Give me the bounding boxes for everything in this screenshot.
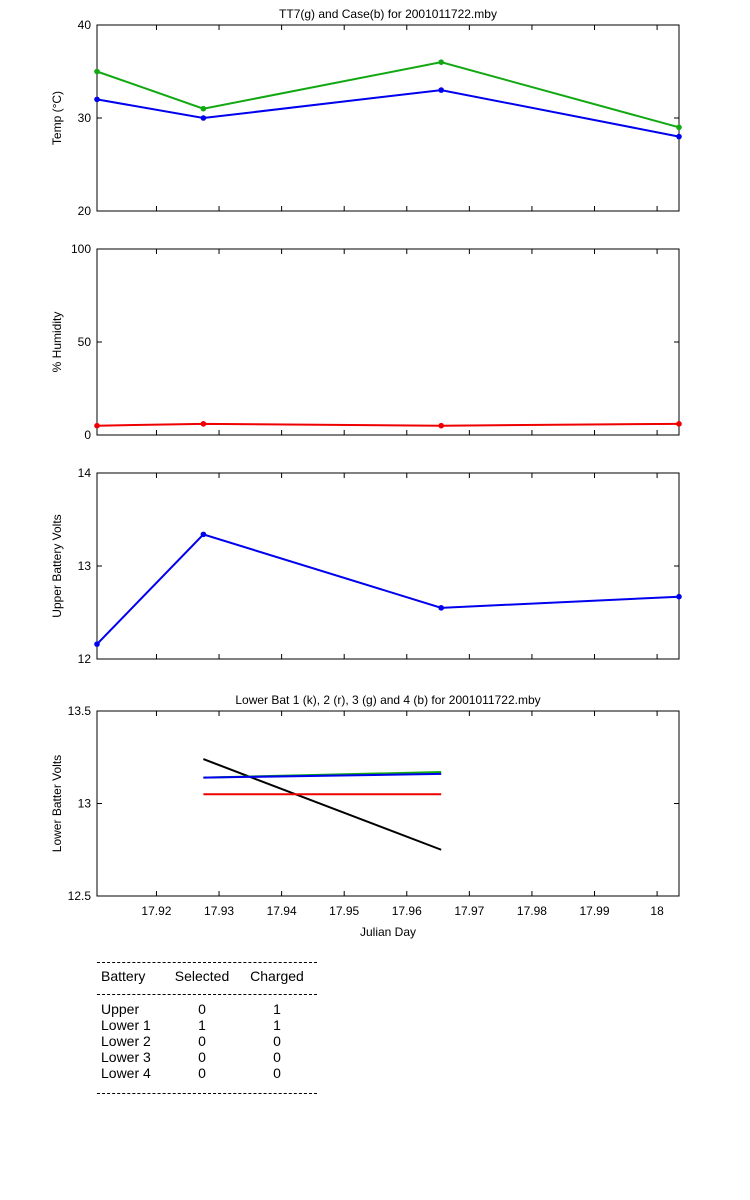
data-point: [438, 59, 444, 65]
y-axis-label: Temp (°C): [50, 91, 64, 145]
cell-selected: 0: [198, 1033, 206, 1049]
table-row: Lower 2 0 0: [97, 1033, 317, 1049]
y-axis-label: % Humidity: [50, 312, 64, 373]
y-tick-label: 13.5: [68, 704, 92, 718]
cell-charged: 0: [273, 1049, 281, 1065]
data-point: [438, 422, 444, 429]
data-point: [200, 105, 207, 112]
plot-frame: [96, 248, 680, 436]
x-tick-label: 17.92: [141, 904, 171, 918]
x-tick-label: 17.93: [204, 904, 234, 918]
data-point: [676, 593, 682, 600]
y-tick-label: 30: [78, 111, 92, 125]
plot-frame: [96, 710, 680, 897]
data-point: [94, 422, 100, 429]
cell-selected: 1: [198, 1017, 206, 1033]
y-tick-label: 0: [84, 428, 91, 442]
data-point: [676, 133, 682, 140]
chart-panel-2: 0 50 100 % Humidity: [50, 242, 682, 442]
data-point: [94, 641, 100, 647]
x-tick-label: 17.97: [454, 904, 484, 918]
plot-frame: [96, 24, 680, 212]
table-body: Upper 0 1 Lower 1 1 1 Lower 2 0 0 Lower …: [97, 1001, 317, 1081]
series-line: [96, 533, 680, 645]
chart-panel-4: Lower Bat 1 (k), 2 (r), 3 (g) and 4 (b) …: [50, 693, 680, 939]
data-point: [94, 96, 100, 103]
y-tick-label: 50: [78, 335, 92, 349]
x-tick-label: 17.95: [329, 904, 359, 918]
cell-selected: 0: [198, 1001, 206, 1017]
y-tick-label: 13: [78, 559, 92, 573]
cell-charged: 0: [273, 1065, 281, 1081]
chart-panel-3: 12 13 14 Upper Battery Volts: [50, 466, 682, 666]
data-point: [676, 421, 682, 427]
x-tick-label: 17.98: [517, 904, 547, 918]
table-row: Lower 4 0 0: [97, 1065, 317, 1081]
cell-battery: Lower 1: [101, 1017, 151, 1033]
y-tick-label: 100: [71, 242, 91, 256]
chart-panel-1: TT7(g) and Case(b) for 2001011722.mby 20 3…: [50, 7, 682, 218]
chart-title: TT7(g) and Case(b) for 2001011722.mby: [279, 7, 497, 21]
table-row: Lower 1 1 1: [97, 1017, 317, 1033]
header-charged: Charged: [250, 968, 304, 984]
data-point: [438, 605, 444, 611]
y-tick-label: 12: [78, 652, 92, 666]
series-line: [203, 758, 442, 851]
cell-charged: 1: [273, 1001, 281, 1017]
table-row: Lower 3 0 0: [97, 1049, 317, 1065]
y-tick-label: 13: [78, 797, 92, 811]
series-line: [96, 61, 680, 129]
cell-charged: 0: [273, 1033, 281, 1049]
cell-battery: Lower 3: [101, 1049, 151, 1065]
x-tick-label: 17.94: [267, 904, 297, 918]
cell-charged: 1: [273, 1017, 281, 1033]
data-point: [94, 68, 100, 75]
data-point: [200, 531, 207, 538]
y-axis-label: Upper Battery Volts: [50, 514, 64, 617]
cell-battery: Lower 4: [101, 1065, 151, 1081]
data-point: [676, 124, 682, 131]
data-point: [200, 115, 207, 121]
table-rule-bottom: [97, 1093, 317, 1094]
table-rule-top: [97, 962, 317, 963]
series-line: [96, 89, 680, 138]
x-tick-label: 17.96: [392, 904, 422, 918]
x-axis-label: Julian Day: [360, 925, 416, 939]
table-rule-mid: [97, 994, 317, 995]
header-selected: Selected: [174, 968, 230, 984]
data-point: [200, 421, 207, 427]
cell-selected: 0: [198, 1049, 206, 1065]
chart-title: Lower Bat 1 (k), 2 (r), 3 (g) and 4 (b) …: [235, 693, 540, 707]
y-tick-label: 40: [78, 18, 92, 32]
cell-battery: Upper: [101, 1001, 140, 1017]
cell-battery: Lower 2: [101, 1033, 151, 1049]
battery-table: Battery Selected Charged Upper 0 1 Lower…: [97, 962, 317, 1094]
y-tick-label: 14: [78, 466, 92, 480]
series-line: [96, 422, 680, 427]
y-tick-label: 20: [78, 204, 92, 218]
y-axis-label: Lower Batter Volts: [50, 755, 64, 852]
cell-selected: 0: [198, 1065, 206, 1081]
header-battery: Battery: [101, 968, 146, 984]
table-header-row: Battery Selected Charged: [97, 968, 317, 984]
data-point: [438, 87, 444, 93]
plot-frame: [96, 472, 680, 660]
series-line: [203, 772, 442, 779]
x-tick-label: 18: [650, 904, 664, 918]
charts-canvas: TT7(g) and Case(b) for 2001011722.mby 20 3…: [50, 7, 682, 939]
table-row: Upper 0 1: [97, 1001, 317, 1017]
x-tick-label: 17.99: [580, 904, 610, 918]
y-tick-label: 12.5: [68, 889, 92, 903]
